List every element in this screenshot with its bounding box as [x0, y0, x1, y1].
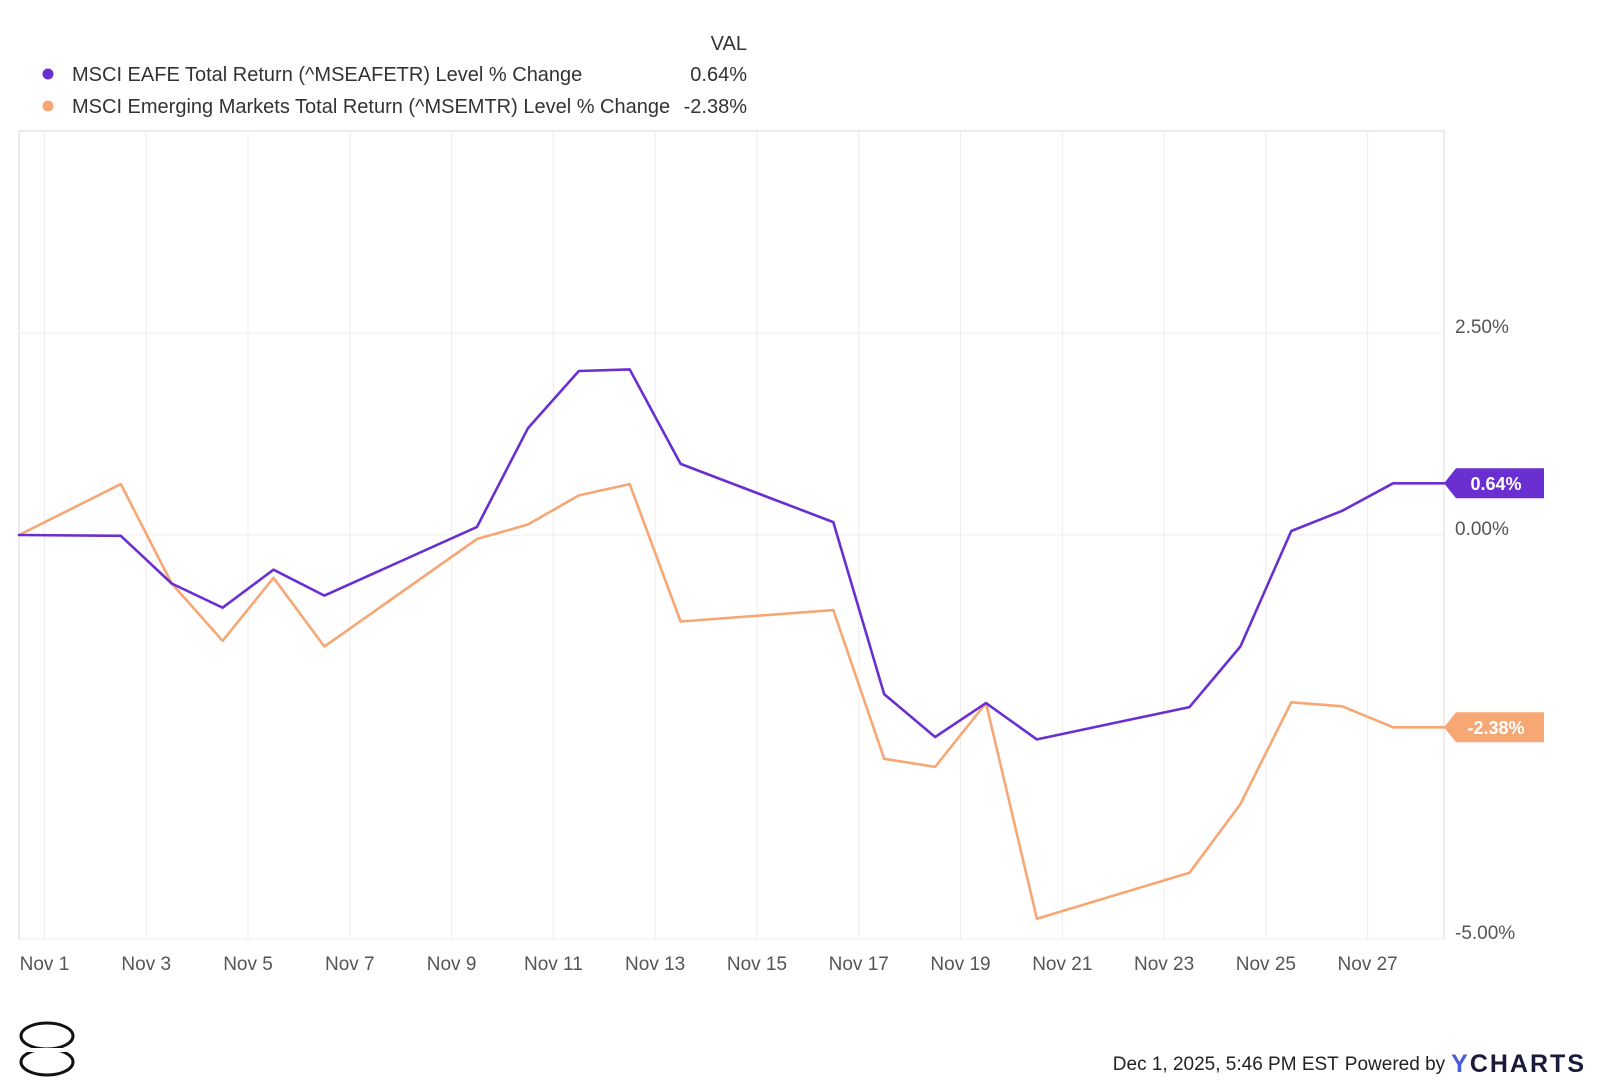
legend: VAL MSCI EAFE Total Return (^MSEAFETR) L…	[42, 33, 748, 118]
x-tick-label: Nov 21	[1032, 954, 1092, 975]
ycharts-brand-rest: CHARTS	[1469, 1050, 1586, 1078]
x-tick-label: Nov 9	[427, 954, 477, 975]
legend-header: VAL	[711, 33, 747, 55]
ycharts-brand-y: Y	[1451, 1050, 1470, 1078]
legend-value-eafe: 0.64%	[690, 64, 747, 86]
end-label-eafe: 0.64%	[1470, 474, 1521, 494]
y-tick-label: 0.00%	[1455, 519, 1509, 540]
timestamp: Dec 1, 2025, 5:46 PM EST	[1112, 1053, 1339, 1075]
end-label-flag-eafe	[1444, 468, 1544, 499]
y-axis-ticks: 2.50% 0.00% -5.00%	[1455, 317, 1515, 944]
end-label-emerging: -2.38%	[1467, 718, 1524, 738]
legend-marker-em	[42, 100, 54, 112]
x-tick-label: Nov 13	[625, 954, 685, 975]
x-axis-ticks: Nov 1 Nov 3 Nov 5 Nov 7 Nov 9 Nov 11 Nov 13 Nov…	[20, 954, 1398, 975]
end-label-flag-emerging	[1444, 712, 1544, 743]
x-tick-label: Nov 23	[1134, 954, 1194, 975]
legend-marker-eafe	[42, 68, 54, 80]
x-tick-label: Nov 7	[325, 954, 375, 975]
x-tick-label: Nov 25	[1236, 954, 1296, 975]
x-tick-label: Nov 15	[727, 954, 787, 975]
logo-icon	[18, 1021, 76, 1077]
x-tick-label: Nov 3	[121, 954, 171, 975]
end-labels: 0.64% -2.38%	[1444, 468, 1544, 743]
legend-label-eafe: MSCI EAFE Total Return (^MSEAFETR) Level…	[72, 64, 582, 86]
powered-by-label: Powered by	[1344, 1053, 1446, 1075]
x-tick-label: Nov 17	[829, 954, 889, 975]
y-tick-label: -5.00%	[1455, 923, 1515, 944]
x-tick-label: Nov 27	[1338, 954, 1398, 975]
series-line-emerging	[17, 482, 1446, 921]
legend-label-em: MSCI Emerging Markets Total Return (^MSE…	[72, 96, 670, 118]
series-lines	[17, 368, 1446, 921]
x-tick-label: Nov 11	[524, 954, 583, 975]
x-tick-label: Nov 19	[930, 954, 990, 975]
y-tick-label: 2.50%	[1455, 317, 1509, 338]
y-gridlines	[19, 332, 1444, 940]
ycharts-brand[interactable]: YCHARTS	[1451, 1050, 1586, 1079]
footer: Dec 1, 2025, 5:46 PM EST Powered by YCHA…	[1113, 1050, 1586, 1079]
x-tick-label: Nov 1	[20, 954, 70, 975]
x-tick-label: Nov 5	[223, 954, 273, 975]
legend-value-em: -2.38%	[684, 96, 748, 118]
series-line-eafe	[17, 368, 1446, 741]
